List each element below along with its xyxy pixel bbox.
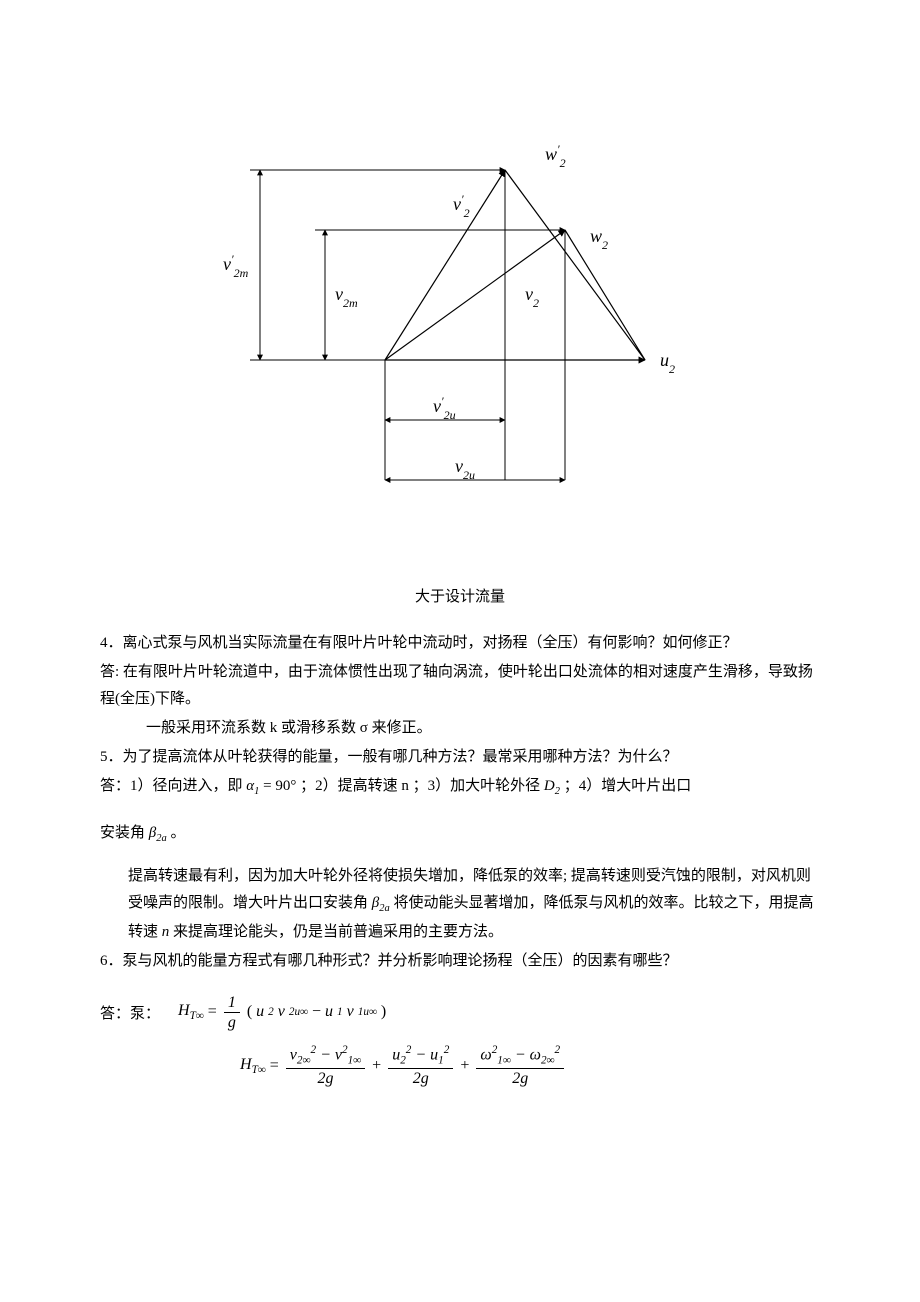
diagram-svg: w′2 v′2 w2 v2 u2 v′2m v2m v′2u v2u: [195, 130, 725, 550]
answer-5-line2: 安装角 β2a 。: [100, 820, 820, 849]
svg-text:v2u: v2u: [455, 456, 475, 482]
velocity-triangle-diagram: w′2 v′2 w2 v2 u2 v′2m v2m v′2u v2u: [195, 130, 725, 555]
svg-text:v′2m: v′2m: [223, 252, 249, 280]
svg-text:v2: v2: [525, 284, 539, 310]
answer-4-line1: 答: 在有限叶片叶轮流道中，由于流体惯性出现了轴向涡流，使叶轮出口处流体的相对速…: [100, 659, 820, 713]
diagram-caption: 大于设计流量: [100, 585, 820, 606]
a5-mid1: ；2）提高转速 n ；3）加大叶轮外径: [300, 778, 540, 794]
a5-l2-pre: 安装角: [100, 825, 145, 841]
eq1-num: 1: [224, 993, 240, 1013]
beta2a-sym: β2a: [149, 825, 171, 841]
question-6: 6．泵与风机的能量方程式有哪几种形式？并分析影响理论扬程（全压）的因素有哪些？: [100, 948, 820, 975]
question-4: 4．离心式泵与风机当实际流量在有限叶片叶轮中流动时，对扬程（全压）有何影响？如何…: [100, 630, 820, 657]
alpha1-eq: α1 = 90°: [246, 778, 296, 794]
eq2: HT∞ = v2∞2 − v21∞ 2g + u22 − u12 2g + ω2…: [240, 1044, 567, 1088]
question-5: 5．为了提高流体从叶轮获得的能量，一般有哪几种方法？最常采用哪种方法？为什么？: [100, 744, 820, 771]
a5-mid2: ；4）增大叶片出口: [564, 778, 692, 794]
n-sym: n: [162, 924, 170, 940]
beta2a-sym-2: β2a: [372, 895, 390, 911]
svg-text:v′2u: v′2u: [433, 394, 456, 422]
answer-5-para3: 提高转速最有利，因为加大叶轮外径将使损失增加，降低泵的效率; 提高转速则受汽蚀的…: [100, 863, 820, 946]
svg-text:w′2: w′2: [545, 142, 566, 170]
D2-sym: D2: [544, 778, 560, 794]
a5-pre: 答：1）径向进入，即: [100, 778, 243, 794]
eq1: HT∞ = 1 g (u2v2u∞ − u1v1u∞): [178, 993, 386, 1032]
answer-6-eq2-row: HT∞ = v2∞2 − v21∞ 2g + u22 − u12 2g + ω2…: [100, 1044, 820, 1088]
a5-l2-post: 。: [171, 825, 186, 841]
svg-text:v′2: v′2: [453, 192, 470, 220]
svg-text:w2: w2: [590, 226, 608, 252]
svg-text:v2m: v2m: [335, 284, 358, 310]
answer-4-line2: 一般采用环流系数 k 或滑移系数 σ 来修正。: [100, 715, 820, 742]
a5-p3-post: 来提高理论能头，仍是当前普遍采用的主要方法。: [173, 924, 503, 940]
answer-6-eq1-row: 答：泵： HT∞ = 1 g (u2v2u∞ − u1v1u∞): [100, 993, 820, 1032]
answer-5-line1: 答：1）径向进入，即 α1 = 90° ；2）提高转速 n ；3）加大叶轮外径 …: [100, 773, 820, 802]
answer-6-label: 答：泵：: [100, 1002, 160, 1023]
svg-text:u2: u2: [660, 350, 675, 376]
page: w′2 v′2 w2 v2 u2 v′2m v2m v′2u v2u 大于设计流…: [0, 0, 920, 1302]
